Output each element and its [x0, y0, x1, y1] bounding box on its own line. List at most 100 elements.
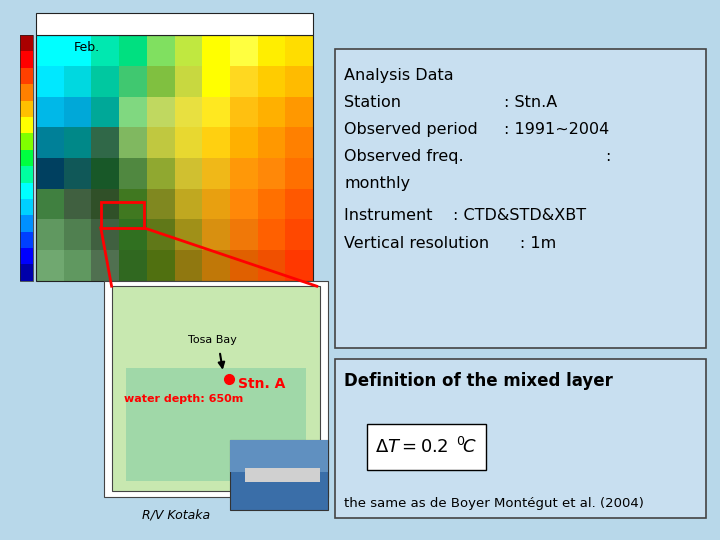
Bar	[202, 66, 230, 97]
Bar	[63, 127, 91, 158]
Bar	[285, 66, 313, 97]
Bar	[202, 250, 230, 281]
Bar	[91, 158, 120, 188]
Bar	[258, 188, 285, 219]
Bar	[147, 97, 175, 127]
Bar	[91, 127, 120, 158]
Bar	[174, 250, 202, 281]
Bar	[36, 97, 63, 127]
Bar	[91, 188, 120, 219]
Bar	[230, 250, 258, 281]
Text: $\Delta T = 0.2\ \,^{\rm 0}\!C$: $\Delta T = 0.2\ \,^{\rm 0}\!C$	[375, 437, 477, 457]
Bar	[20, 84, 33, 100]
Bar	[230, 188, 258, 219]
Bar	[63, 188, 91, 219]
Bar	[119, 250, 147, 281]
Bar	[20, 35, 33, 51]
Bar	[202, 219, 230, 250]
Bar	[63, 97, 91, 127]
Bar	[101, 202, 144, 228]
Bar	[20, 248, 33, 265]
Bar	[285, 35, 313, 66]
Bar	[91, 250, 120, 281]
Bar	[230, 97, 258, 127]
Bar	[91, 97, 120, 127]
Bar	[36, 14, 313, 35]
Bar	[20, 35, 33, 281]
Bar	[245, 468, 320, 482]
Bar	[258, 35, 285, 66]
Bar	[126, 368, 306, 481]
Text: Station: Station	[344, 95, 401, 110]
Text: Analysis Data: Analysis Data	[344, 68, 454, 83]
Bar	[202, 188, 230, 219]
Text: R/V Kotaka: R/V Kotaka	[143, 508, 210, 522]
Bar	[112, 286, 320, 491]
Bar	[335, 49, 706, 348]
Bar	[147, 66, 175, 97]
Bar	[258, 158, 285, 188]
Bar	[119, 66, 147, 97]
Text: : 1991~2004: : 1991~2004	[504, 122, 609, 137]
Bar	[63, 158, 91, 188]
Bar	[285, 97, 313, 127]
Bar	[147, 188, 175, 219]
Text: water depth: 650m: water depth: 650m	[124, 394, 243, 404]
Bar	[285, 250, 313, 281]
Bar	[119, 219, 147, 250]
Bar	[285, 127, 313, 158]
Bar	[63, 66, 91, 97]
Bar	[36, 219, 63, 250]
Bar	[174, 188, 202, 219]
Bar	[36, 35, 63, 66]
Bar	[119, 35, 147, 66]
Bar	[230, 158, 258, 188]
Bar	[36, 66, 63, 97]
Bar	[258, 219, 285, 250]
Bar	[20, 265, 33, 281]
Bar	[104, 281, 328, 497]
Text: Observed period: Observed period	[344, 122, 478, 137]
Bar	[174, 158, 202, 188]
Bar	[36, 188, 63, 219]
Bar	[91, 66, 120, 97]
Bar	[119, 127, 147, 158]
Text: : Stn.A: : Stn.A	[504, 95, 557, 110]
Bar	[36, 158, 63, 188]
Bar	[20, 199, 33, 215]
Bar	[119, 158, 147, 188]
Bar	[258, 97, 285, 127]
Bar	[119, 188, 147, 219]
Bar	[230, 66, 258, 97]
Bar	[91, 35, 120, 66]
Text: Tosa Bay: Tosa Bay	[188, 335, 237, 345]
Text: monthly: monthly	[344, 176, 410, 191]
Bar	[147, 158, 175, 188]
Bar	[230, 35, 258, 66]
Bar	[174, 66, 202, 97]
Bar	[202, 97, 230, 127]
Bar	[20, 68, 33, 84]
Bar	[20, 215, 33, 232]
Bar	[119, 97, 147, 127]
Bar	[174, 97, 202, 127]
Bar	[147, 250, 175, 281]
Text: Vertical resolution      : 1m: Vertical resolution : 1m	[344, 235, 557, 251]
Bar	[285, 188, 313, 219]
Text: Definition of the mixed layer: Definition of the mixed layer	[344, 372, 613, 390]
Text: the same as de Boyer Montégut et al. (2004): the same as de Boyer Montégut et al. (20…	[344, 497, 644, 510]
Bar	[230, 440, 328, 510]
Bar	[36, 250, 63, 281]
Bar	[202, 158, 230, 188]
Bar	[174, 219, 202, 250]
Text: Stn. A: Stn. A	[238, 377, 285, 392]
Bar	[230, 127, 258, 158]
Bar	[36, 127, 63, 158]
Bar	[20, 51, 33, 68]
Text: Feb.: Feb.	[73, 41, 99, 55]
Bar	[63, 35, 91, 66]
Bar	[147, 219, 175, 250]
Bar	[258, 66, 285, 97]
Text: Observed freq.: Observed freq.	[344, 149, 464, 164]
Bar	[230, 219, 258, 250]
